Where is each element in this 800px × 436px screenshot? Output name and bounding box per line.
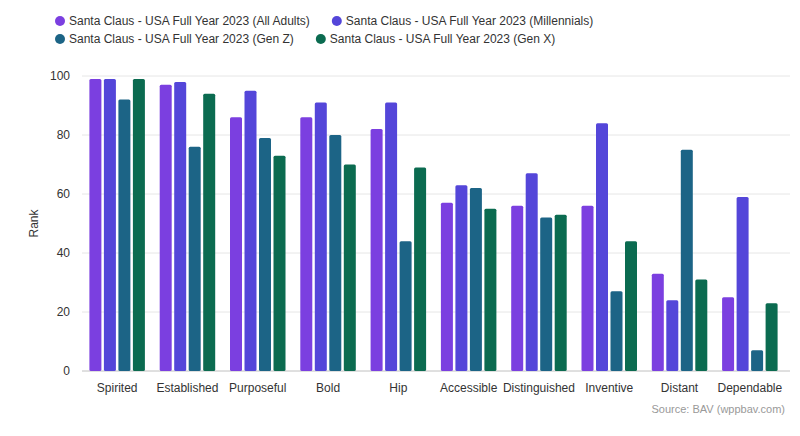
bar [455, 185, 467, 371]
legend-marker [316, 34, 326, 44]
bar [695, 280, 707, 371]
x-tick-label: Distant [661, 381, 699, 395]
legend-entry: Santa Claus - USA Full Year 2023 (Millen… [332, 14, 593, 28]
x-tick-label: Bold [316, 381, 340, 395]
bars [89, 79, 777, 371]
bar [652, 274, 664, 371]
bar [414, 167, 426, 371]
y-tick-label: 0 [63, 364, 70, 378]
legend-entry: Santa Claus - USA Full Year 2023 (Gen Z) [55, 32, 294, 46]
y-tick-label: 40 [57, 246, 71, 260]
y-tick-label: 80 [57, 128, 71, 142]
bar [400, 241, 412, 371]
x-tick-label: Spirited [97, 381, 138, 395]
x-tick-label: Dependable [717, 381, 782, 395]
bar [118, 100, 130, 371]
bar [766, 303, 778, 371]
legend-label: Santa Claus - USA Full Year 2023 (Gen X) [330, 32, 555, 46]
bar [89, 79, 101, 371]
bar [751, 350, 763, 371]
bar [371, 129, 383, 371]
x-tick-label: Hip [389, 381, 407, 395]
bar [245, 91, 257, 371]
y-axis-title: Rank [27, 208, 41, 237]
legend-marker [55, 16, 65, 26]
bar [160, 85, 172, 371]
bar [385, 103, 397, 371]
bar [133, 79, 145, 371]
bar [666, 300, 678, 371]
x-tick-label: Established [156, 381, 218, 395]
bar [104, 79, 116, 371]
y-tick-label: 100 [50, 69, 70, 83]
x-tick-label: Distinguished [503, 381, 575, 395]
legend-label: Santa Claus - USA Full Year 2023 (All Ad… [69, 14, 310, 28]
bar [274, 156, 286, 371]
source-note: Source: BAV (wppbav.com) [652, 403, 785, 415]
bar [611, 291, 623, 371]
bar [737, 197, 749, 371]
bar [511, 206, 523, 371]
bar [259, 138, 271, 371]
bar [344, 165, 356, 372]
legend-marker [332, 16, 342, 26]
bar [189, 147, 201, 371]
bar [470, 188, 482, 371]
bar [329, 135, 341, 371]
bar [315, 103, 327, 371]
x-tick-label: Purposeful [229, 381, 286, 395]
bar [681, 150, 693, 371]
y-tick-label: 60 [57, 187, 71, 201]
bar [555, 215, 567, 371]
bar [484, 209, 496, 371]
x-tick-label: Accessible [440, 381, 498, 395]
bar [540, 218, 552, 371]
legend-label: Santa Claus - USA Full Year 2023 (Millen… [346, 14, 593, 28]
bar [300, 117, 312, 371]
grid-line [82, 135, 790, 136]
bar [174, 82, 186, 371]
bar [230, 117, 242, 371]
bar [625, 241, 637, 371]
legend-entry: Santa Claus - USA Full Year 2023 (Gen X) [316, 32, 555, 46]
legend-label: Santa Claus - USA Full Year 2023 (Gen Z) [69, 32, 294, 46]
bar [203, 94, 215, 371]
grid-line [82, 76, 790, 77]
bar [582, 206, 594, 371]
chart: 0 20 40 60 80 100 Rank Spirited Established Purpo… [0, 0, 800, 436]
bar [596, 123, 608, 371]
legend-entry: Santa Claus - USA Full Year 2023 (All Ad… [55, 14, 310, 28]
x-tick-label: Inventive [585, 381, 633, 395]
bar [722, 297, 734, 371]
bar [526, 173, 538, 371]
bar [441, 203, 453, 371]
y-tick-label: 20 [57, 305, 71, 319]
legend-marker [55, 34, 65, 44]
